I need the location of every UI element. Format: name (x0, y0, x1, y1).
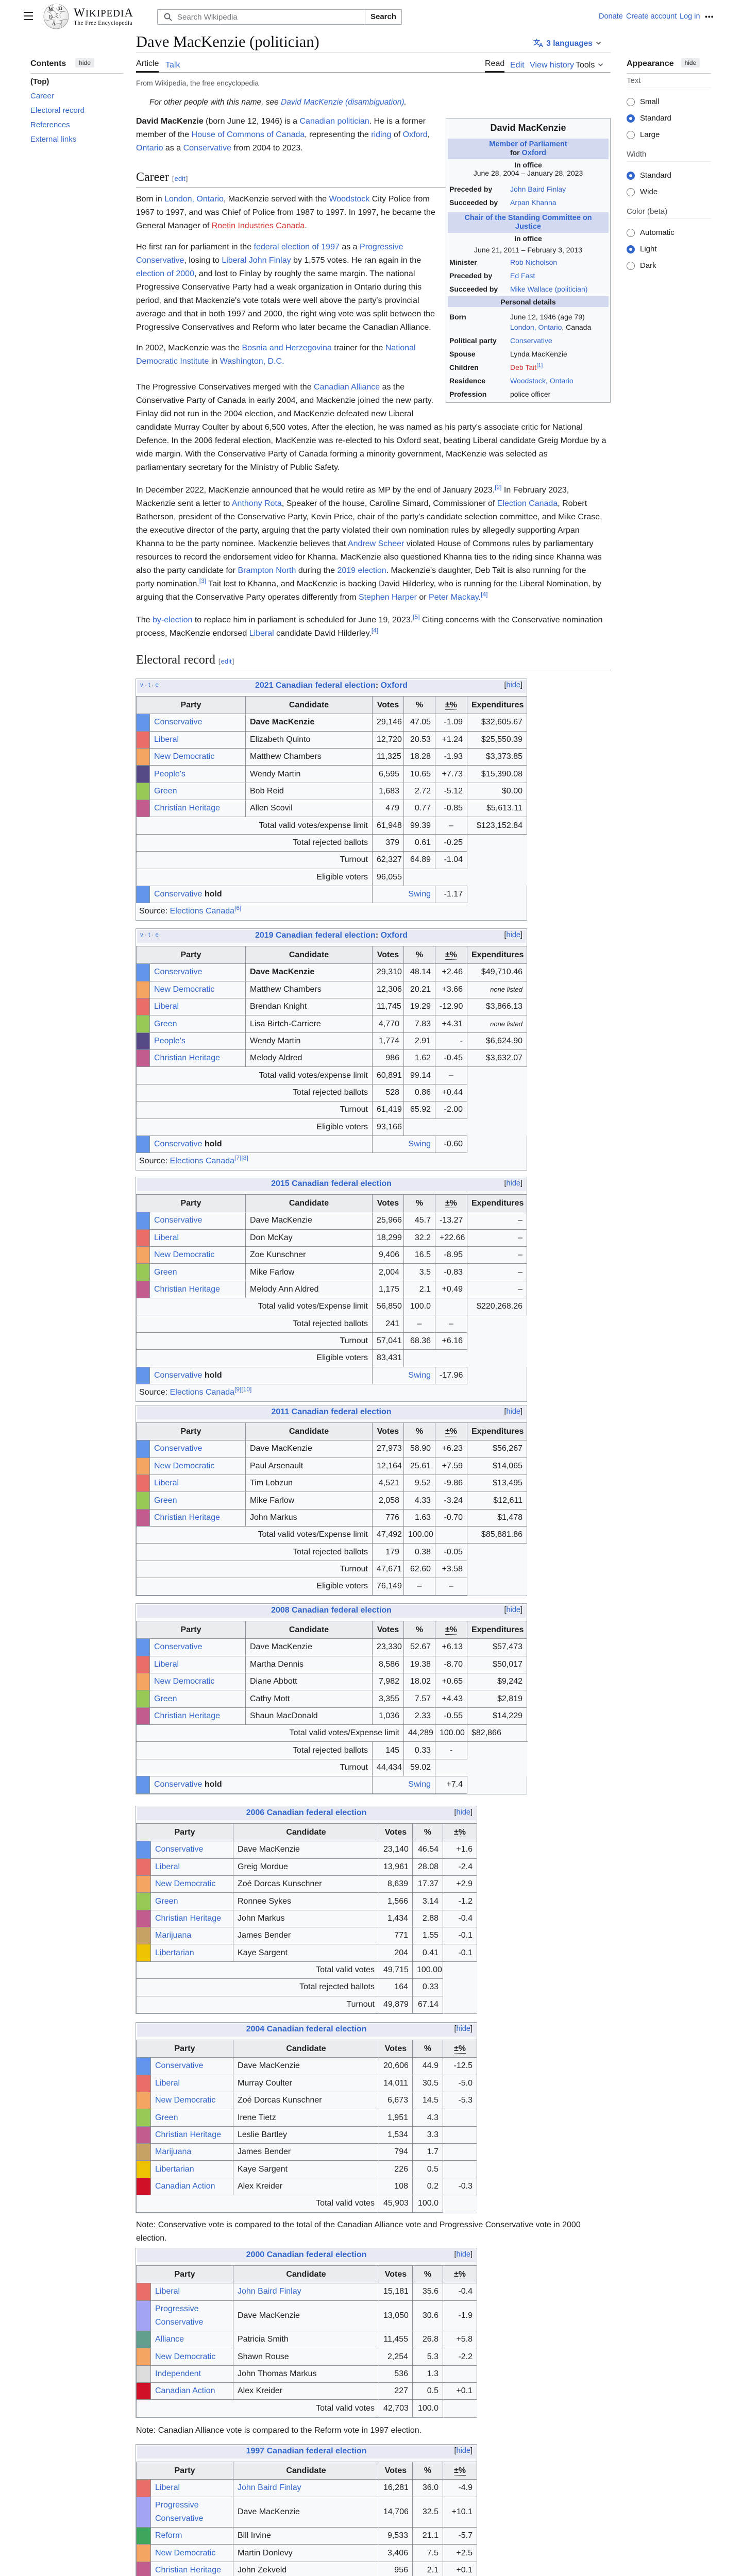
svg-text:A: A (539, 42, 543, 47)
svg-text:D: D (49, 14, 53, 20)
svg-text:Ω: Ω (59, 6, 62, 11)
svg-text:ξ: ξ (56, 13, 59, 19)
svg-text:文: 文 (533, 39, 541, 46)
svg-text:Г: Г (59, 20, 62, 25)
svg-text:A: A (52, 21, 56, 26)
svg-text:W: W (48, 7, 54, 12)
